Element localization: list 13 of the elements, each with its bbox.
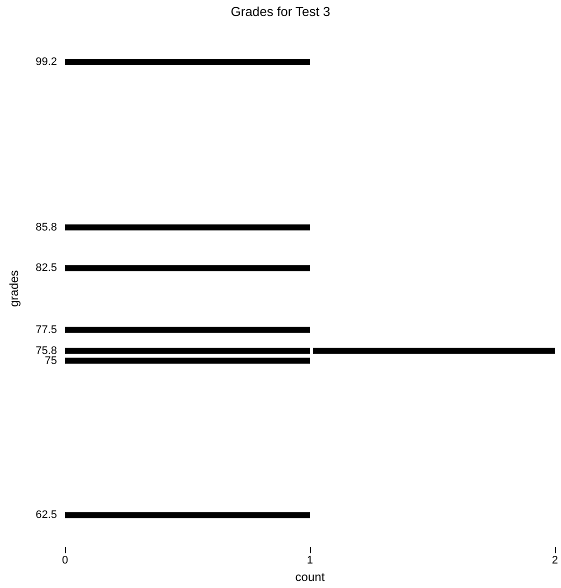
x-axis-title: count (295, 570, 326, 584)
y-tick-label: 62.5 (36, 509, 57, 522)
x-tick-label: 1 (306, 554, 314, 567)
x-tick-label: 2 (552, 554, 558, 567)
y-tick-label: 85.8 (36, 221, 57, 234)
y-tick-label: 75.8 (36, 344, 57, 357)
y-tick-label: 77.5 (36, 324, 57, 336)
x-tick-label: 0 (62, 554, 68, 567)
y-tick-label: 99.2 (36, 56, 57, 68)
y-tick-label: 82.5 (36, 262, 57, 274)
chart-title: Grades for Test 3 (230, 4, 330, 19)
y-tick-label: 75 (44, 354, 57, 367)
y-axis-title: grades (7, 270, 21, 307)
